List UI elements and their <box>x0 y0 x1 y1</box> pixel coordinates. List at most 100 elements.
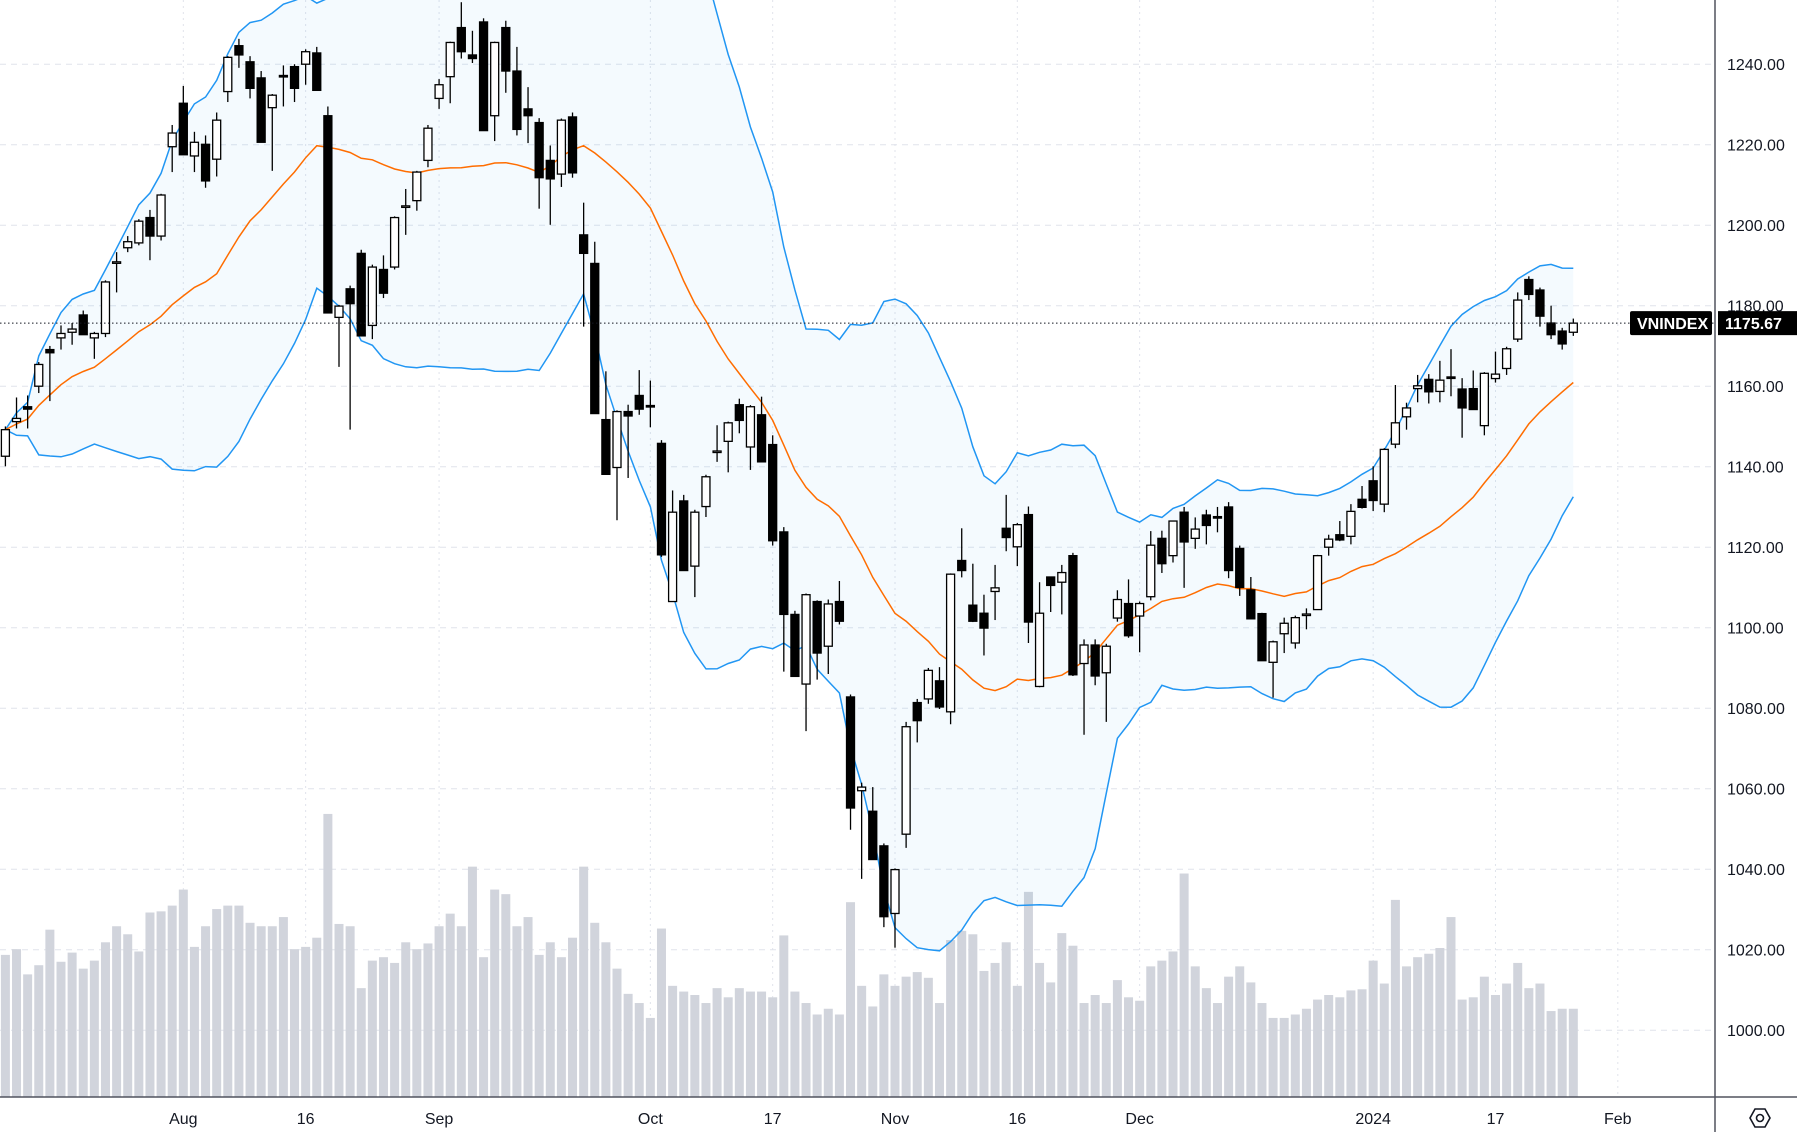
candle <box>667 490 678 603</box>
candle <box>623 404 633 478</box>
volume-bar <box>1112 980 1122 1097</box>
candle <box>1301 608 1312 630</box>
gear-icon-center <box>1755 1113 1765 1123</box>
volume-bar <box>834 1014 844 1097</box>
volume-bar <box>1201 988 1211 1097</box>
candle-body-up <box>1346 510 1356 537</box>
candle <box>1112 590 1123 622</box>
lower-band-line <box>5 287 1574 952</box>
candle <box>812 600 822 680</box>
candle-body-up <box>34 363 44 387</box>
candle <box>1357 486 1367 509</box>
volume-bar <box>890 985 900 1097</box>
candle <box>1246 576 1256 620</box>
candle-body-down <box>957 559 967 572</box>
volume-bar <box>1135 1000 1145 1097</box>
volume-bar <box>490 889 500 1097</box>
candle-body-up <box>189 141 200 157</box>
candle <box>1279 617 1289 654</box>
candle-body-up <box>490 41 500 117</box>
candle <box>590 241 600 415</box>
x-tick-label: Aug <box>169 1111 197 1128</box>
candle <box>1212 506 1223 533</box>
volume-bar <box>1057 933 1067 1097</box>
symbol-label: VNINDEX <box>1637 316 1708 333</box>
volume-bar <box>112 926 122 1097</box>
candle <box>712 425 722 462</box>
candle <box>556 118 567 187</box>
volume-bar <box>100 942 110 1097</box>
candle <box>1223 502 1234 579</box>
candle-body-down <box>790 613 800 678</box>
volume-bar <box>701 1003 711 1097</box>
volume-bar <box>612 968 622 1097</box>
candle-body-up <box>1379 448 1389 505</box>
candle <box>1546 305 1556 340</box>
candle <box>912 698 922 743</box>
candle <box>756 396 767 463</box>
volume-bar <box>1468 997 1478 1097</box>
candle-body-down <box>834 600 845 622</box>
candle <box>845 694 856 830</box>
candle <box>578 202 589 327</box>
candle-body-down <box>1157 537 1167 565</box>
candle <box>312 46 322 92</box>
candle <box>601 371 611 475</box>
volume-bar <box>768 997 778 1097</box>
volume-bar <box>534 954 544 1097</box>
candle-body-up <box>1012 524 1022 548</box>
settings-button[interactable] <box>1749 1108 1771 1128</box>
candle-body-down <box>1335 534 1345 541</box>
volume-bar <box>501 894 511 1097</box>
candle <box>200 135 211 188</box>
volume-bar <box>1357 989 1367 1097</box>
y-tick-label: 1100.00 <box>1727 621 1784 638</box>
candle <box>779 527 789 672</box>
volume-bar <box>912 972 922 1097</box>
candle <box>923 667 934 704</box>
candle-body-down <box>590 262 600 415</box>
candle-body-down <box>1223 506 1234 572</box>
candle-body-up <box>167 132 177 148</box>
volume-bar <box>957 930 967 1097</box>
candle-body-down <box>323 115 333 314</box>
candle-body-down <box>1457 388 1467 409</box>
candle-body-down <box>234 45 244 56</box>
candle <box>523 87 533 144</box>
candle <box>345 285 355 430</box>
candle <box>45 345 55 402</box>
volume-bar <box>757 991 767 1097</box>
volume-bar <box>1301 1008 1311 1097</box>
candle <box>378 255 389 299</box>
volume-bar <box>1224 976 1234 1097</box>
candle <box>234 38 244 68</box>
candle-body-down <box>545 159 555 180</box>
volume-bar <box>1012 985 1022 1097</box>
candle-body-up <box>667 511 678 603</box>
candle <box>1157 530 1167 573</box>
candle-body-up <box>334 305 344 319</box>
candle-body-down <box>979 612 989 629</box>
volume-bar <box>345 926 355 1097</box>
candle <box>356 249 366 337</box>
candle-body-up <box>1034 612 1045 688</box>
y-tick-label: 1080.00 <box>1727 701 1785 718</box>
candle <box>834 581 845 625</box>
candle-body-up <box>901 726 911 835</box>
volume-bar <box>556 957 566 1097</box>
candle-body-up <box>1079 644 1089 665</box>
candle-body-up <box>423 127 433 162</box>
candle <box>212 112 222 177</box>
candle <box>434 79 444 109</box>
candle-body-down <box>868 810 878 861</box>
volume-bar <box>712 988 722 1097</box>
volume-bar <box>1568 1008 1578 1097</box>
volume-bar <box>590 922 600 1097</box>
candle-body-down <box>879 845 889 918</box>
volume-bar <box>1046 982 1056 1097</box>
candle <box>1335 521 1345 542</box>
candle-body-down <box>567 116 578 174</box>
candle <box>801 593 811 732</box>
candle <box>1346 504 1356 545</box>
